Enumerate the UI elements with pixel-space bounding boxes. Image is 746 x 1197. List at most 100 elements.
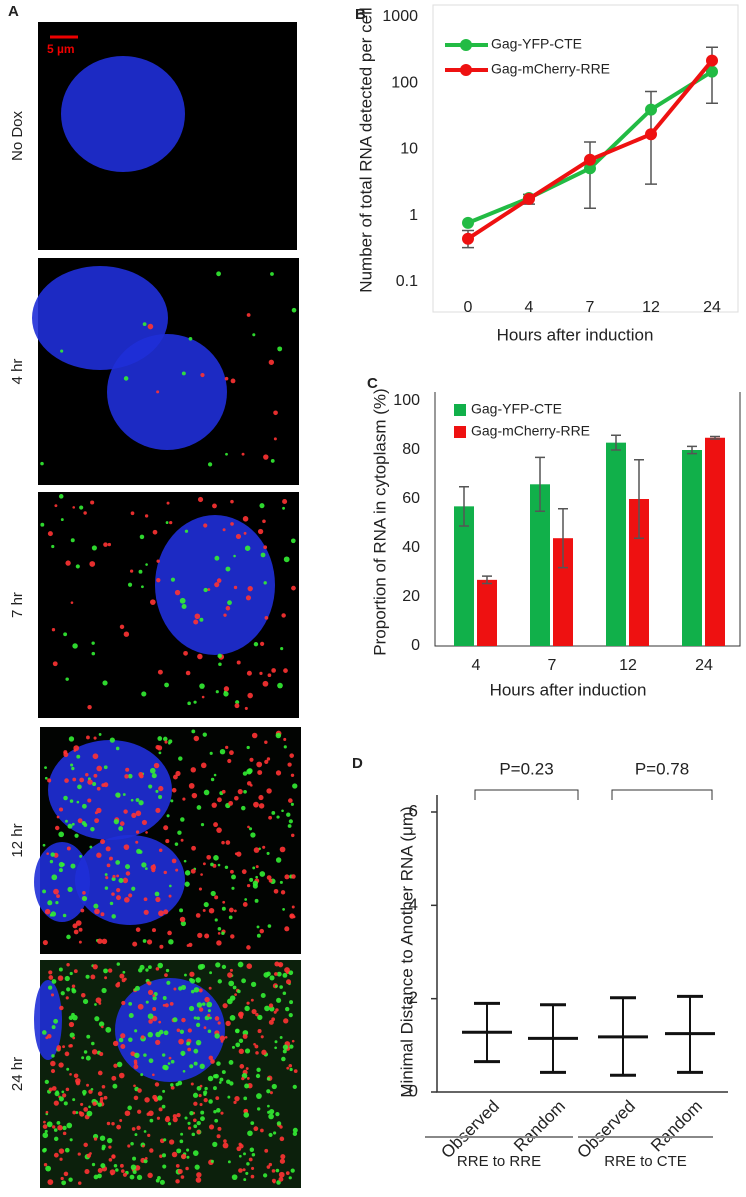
rna-spot <box>163 1065 169 1071</box>
rna-spot <box>285 979 292 985</box>
rna-spot <box>42 843 46 847</box>
rna-spot <box>143 1053 147 1057</box>
rna-spot <box>180 1132 184 1136</box>
rna-spot <box>221 789 226 794</box>
rna-spot <box>155 1039 161 1046</box>
rna-spot <box>80 1102 84 1106</box>
rna-spot <box>243 1112 250 1118</box>
rna-spot <box>101 783 106 788</box>
rna-spot <box>146 939 153 945</box>
rna-spot <box>58 1096 64 1102</box>
rna-spot <box>70 763 74 767</box>
rna-spot <box>152 1007 157 1011</box>
rna-spot <box>138 772 144 777</box>
rna-spot <box>273 888 279 894</box>
rna-spot <box>107 968 113 973</box>
rna-spot <box>196 1002 203 1008</box>
rna-spot <box>191 792 198 799</box>
rna-spot <box>42 1132 49 1139</box>
rna-spot <box>276 997 282 1003</box>
rna-spot <box>97 1070 103 1076</box>
rna-spot <box>131 812 137 818</box>
rna-spot <box>99 1051 104 1057</box>
rna-spot <box>217 863 221 867</box>
rna-spot <box>108 1158 113 1162</box>
rna-spot <box>282 1044 289 1050</box>
rna-spot <box>71 988 77 994</box>
x-axis-label: Hours after induction <box>497 325 654 344</box>
rna-spot <box>274 1046 277 1050</box>
rna-spot <box>58 967 63 972</box>
rna-spot <box>171 787 177 793</box>
rna-spot <box>203 789 210 796</box>
legend-label: Gag-mCherry-RRE <box>491 61 610 77</box>
rna-spot <box>292 1127 298 1133</box>
rna-spot <box>275 1008 279 1012</box>
rna-spot <box>252 866 256 870</box>
rna-spot <box>276 1121 282 1126</box>
rna-spot <box>163 909 169 915</box>
rna-spot <box>57 1124 63 1131</box>
rna-spot <box>238 1048 244 1054</box>
rna-spot <box>137 1003 144 1010</box>
rna-spot <box>116 962 121 966</box>
rna-spot <box>193 1101 198 1106</box>
rna-spot <box>233 585 238 590</box>
rna-spot <box>159 944 164 949</box>
rna-spot <box>264 1148 269 1153</box>
x-tick-label: 24 <box>703 299 721 316</box>
rna-spot <box>145 831 148 834</box>
rna-spot <box>184 529 189 533</box>
rna-spot <box>101 987 107 994</box>
rna-spot <box>51 1025 56 1030</box>
rna-spot <box>267 1104 270 1108</box>
rna-spot <box>162 1089 166 1093</box>
rna-spot <box>225 840 231 845</box>
data-point <box>584 153 596 166</box>
rna-spot <box>292 783 298 789</box>
rna-spot <box>239 1064 245 1069</box>
rna-spot <box>271 1178 276 1183</box>
rna-spot <box>48 970 53 975</box>
rna-spot <box>73 745 80 751</box>
rna-spot <box>251 1166 255 1170</box>
y-tick-label: 100 <box>393 392 420 409</box>
rna-spot <box>190 767 196 773</box>
rna-spot <box>53 1018 59 1024</box>
rna-spot <box>242 1034 248 1039</box>
rna-spot <box>128 1037 133 1043</box>
rna-spot <box>258 794 264 801</box>
row-label: 7 hr <box>9 592 26 618</box>
rna-spot <box>239 1154 242 1158</box>
rna-spot <box>187 1047 192 1052</box>
rna-spot <box>194 613 201 620</box>
rna-spot <box>217 797 222 803</box>
rna-spot <box>58 1148 65 1154</box>
plot-frame <box>432 4 739 313</box>
rna-spot <box>244 1005 250 1012</box>
rna-spot <box>255 1012 259 1017</box>
rna-spot <box>169 884 172 888</box>
rna-spot <box>233 554 236 558</box>
rna-spot <box>229 750 234 756</box>
rna-spot <box>87 779 93 785</box>
rna-spot <box>125 864 130 870</box>
rna-spot <box>90 500 95 505</box>
rna-spot <box>135 798 140 802</box>
rna-spot <box>165 968 170 973</box>
rna-spot <box>281 809 284 813</box>
rna-spot <box>164 740 168 744</box>
rna-spot <box>134 985 140 991</box>
rna-spot <box>60 518 64 522</box>
rna-spot <box>44 776 48 780</box>
error-bar <box>459 486 469 527</box>
rna-spot <box>290 773 295 778</box>
rna-spot <box>157 962 164 969</box>
rna-spot <box>127 1144 131 1148</box>
rna-spot <box>259 503 265 509</box>
rna-spot <box>106 1121 111 1126</box>
rna-spot <box>196 805 202 810</box>
rna-spot <box>111 1154 116 1159</box>
rna-spot <box>221 964 227 970</box>
rna-spot <box>113 1063 118 1068</box>
